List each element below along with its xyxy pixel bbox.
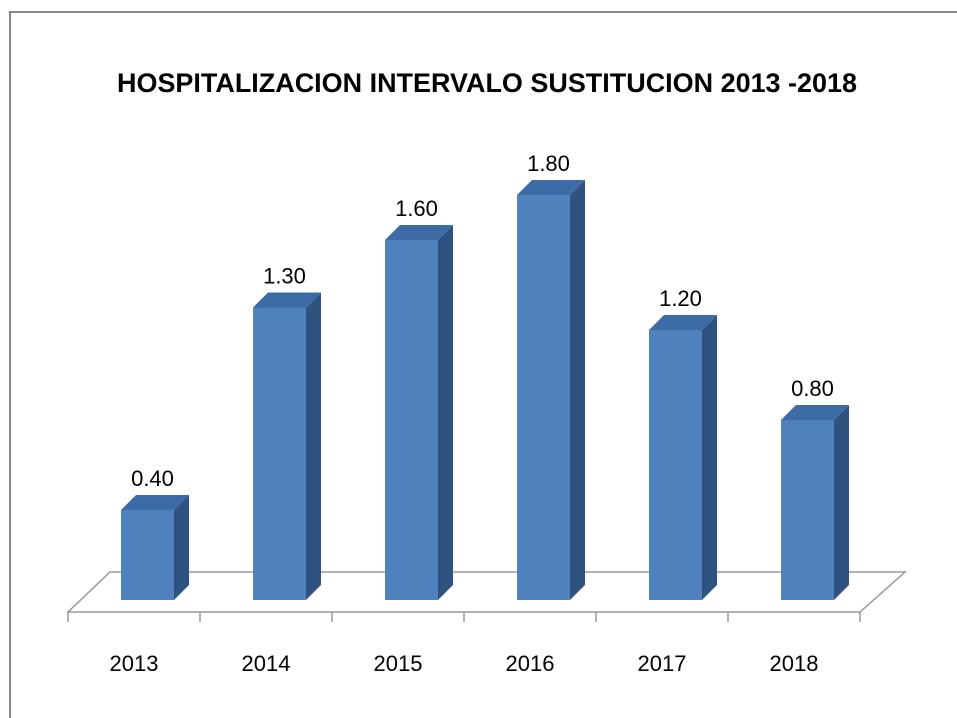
chart-title: HOSPITALIZACION INTERVALO SUSTITUCION 20… [117,68,857,98]
bar-side [834,405,849,600]
bar [649,330,702,600]
bar-top [649,315,717,330]
data-label: 1.60 [395,196,438,221]
bar-top [253,292,321,308]
x-tick-label: 2013 [110,651,159,676]
bar [121,510,174,600]
bar-side [306,292,321,600]
floor [66,571,907,613]
bar-top [781,405,849,420]
data-label: 1.20 [659,286,702,311]
bar [253,307,306,600]
bar-side [702,315,717,600]
x-tick-label: 2018 [770,651,819,676]
data-label: 1.30 [263,263,306,288]
bar-side [570,180,585,600]
x-tick-label: 2014 [242,651,291,676]
bar-side [438,225,453,600]
bar [385,240,438,600]
bar-top [385,225,453,240]
bar [781,420,834,600]
bar-top [121,495,189,510]
x-tick-label: 2016 [506,651,555,676]
bar-top [517,180,585,195]
data-label: 1.80 [527,151,570,176]
data-label: 0.80 [791,376,834,401]
x-tick-label: 2015 [374,651,423,676]
x-tick-label: 2017 [638,651,687,676]
data-label: 0.40 [131,466,174,491]
bar [517,195,570,600]
bar-side [174,495,189,600]
